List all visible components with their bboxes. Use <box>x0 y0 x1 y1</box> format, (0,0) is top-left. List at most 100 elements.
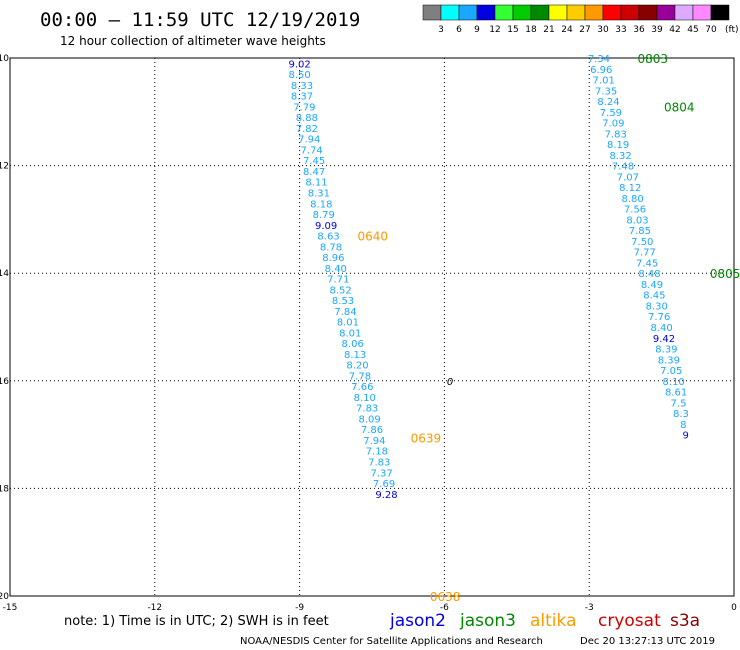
chart-subtitle: 12 hour collection of altimeter wave hei… <box>60 34 326 48</box>
colorbar-label: 6 <box>456 25 462 35</box>
colorbar-swatch <box>710 4 730 21</box>
pass-labels: 0640 0639 0638 0803 0804 0805 <box>358 52 740 604</box>
legend-altika: altika <box>530 611 577 631</box>
wave-height-point: 8.40 <box>325 264 347 275</box>
colorbar-swatch <box>458 4 478 21</box>
legend-s3a: s3a <box>670 611 700 631</box>
colorbar-label: 30 <box>597 25 609 35</box>
data-points: 9.028.508.338.377.798.887.827.947.747.45… <box>288 54 688 501</box>
y-tick-label: -16 <box>0 377 9 387</box>
wave-height-point: 8.10 <box>663 377 685 388</box>
wave-height-point: 8.78 <box>320 242 342 253</box>
pass-label: 0640 <box>358 230 389 244</box>
color-scale-legend: 3 6 9 12 15 18 21 24 27 30 33 36 39 42 45 70 (ft) <box>422 4 739 35</box>
wave-height-point: 7.37 <box>371 468 393 479</box>
annotation-text: 0 <box>447 377 453 388</box>
colorbar-swatch <box>512 4 532 21</box>
wave-height-point: 7.78 <box>349 371 371 382</box>
wave-height-point: 7.5 <box>671 398 687 409</box>
wave-height-point: 8.01 <box>339 328 361 339</box>
wave-height-point: 8.32 <box>609 151 631 162</box>
wave-height-point: 8.50 <box>288 70 310 81</box>
wave-height-point: 8.63 <box>317 232 339 243</box>
wave-height-point: 8.20 <box>346 361 368 372</box>
wave-height-point: 8.12 <box>619 183 641 194</box>
grid-lines <box>10 58 734 596</box>
wave-height-point: 7.77 <box>634 248 656 259</box>
wave-height-point: 8.31 <box>308 189 330 200</box>
wave-height-point: 8.11 <box>305 178 327 189</box>
colorbar-label: 70 <box>705 25 717 35</box>
wave-height-point: 8.13 <box>344 350 366 361</box>
colorbar-swatch <box>602 4 622 21</box>
colorbar-swatch <box>440 4 460 21</box>
wave-height-point: 8.39 <box>658 355 680 366</box>
colorbar-swatch <box>548 4 568 21</box>
colorbar-swatch <box>566 4 586 21</box>
colorbar-label: 9 <box>474 25 480 35</box>
pass-label: 0638 <box>430 590 461 604</box>
wave-height-point: 9 <box>683 431 689 442</box>
x-tick-label: -12 <box>147 603 162 613</box>
wave-height-point: 8.80 <box>622 194 644 205</box>
footer-note: note: 1) Time is in UTC; 2) SWH is in fe… <box>64 614 329 629</box>
wave-height-point: 7.69 <box>373 479 395 490</box>
y-tick-label: -18 <box>0 484 9 494</box>
wave-height-point: 7.34 <box>588 54 610 65</box>
colorbar-swatch <box>656 4 676 21</box>
chart-title: 00:00 – 11:59 UTC 12/19/2019 <box>40 9 360 31</box>
axis-ticks: -15 -12 -9 -6 -3 0 -10 -12 -14 -16 -18 -20 <box>0 54 737 613</box>
wave-height-point: 9.09 <box>315 221 337 232</box>
wave-height-point: 8.33 <box>291 81 313 92</box>
pass-label: 0805 <box>710 267 740 281</box>
wave-height-point: 7.79 <box>293 102 315 113</box>
wave-height-point: 7.45 <box>636 258 658 269</box>
wave-height-point: 8.10 <box>354 393 376 404</box>
colorbar-label: 18 <box>525 25 537 35</box>
wave-height-point: 8 <box>680 420 686 431</box>
colorbar-label: 12 <box>489 25 500 35</box>
wave-height-point: 8.61 <box>665 388 687 399</box>
colorbar-label: 15 <box>507 25 518 35</box>
wave-height-point: 8.24 <box>597 97 619 108</box>
wave-height-point: 8.52 <box>329 285 351 296</box>
wave-height-point: 7.94 <box>363 436 385 447</box>
annotations: 0 <box>447 377 453 388</box>
colorbar-swatch <box>692 4 712 21</box>
wave-height-point: 7.76 <box>648 312 670 323</box>
wave-height-point: 7.71 <box>327 275 349 286</box>
colorbar-label: 33 <box>615 25 626 35</box>
legend-jason3: jason3 <box>459 611 516 631</box>
satellite-legend: jason2 jason3 altika cryosat s3a <box>389 611 700 631</box>
wave-height-point: 8.88 <box>296 113 318 124</box>
wave-height-point: 7.50 <box>631 237 653 248</box>
wave-height-point: 8.01 <box>337 318 359 329</box>
wave-height-point: 9.28 <box>375 490 397 501</box>
wave-height-point: 7.83 <box>356 404 378 415</box>
wave-height-point: 8.06 <box>342 339 364 350</box>
x-tick-label: -15 <box>3 603 18 613</box>
plot-frame <box>9 57 735 597</box>
wave-height-point: 8.96 <box>322 253 344 264</box>
wave-height-point: 8.03 <box>626 215 648 226</box>
wave-height-point: 8.39 <box>655 345 677 356</box>
footer-timestamp: Dec 20 13:27:13 UTC 2019 <box>580 636 715 647</box>
wave-height-point: 8.49 <box>641 280 663 291</box>
wave-height-point: 7.86 <box>361 425 383 436</box>
colorbar-swatch <box>620 4 640 21</box>
wave-height-point: 7.83 <box>368 458 390 469</box>
wave-height-point: 8.48 <box>638 269 660 280</box>
x-tick-label: -3 <box>585 603 594 613</box>
wave-height-point: 7.84 <box>334 307 356 318</box>
wave-height-point: 8.79 <box>313 210 335 221</box>
wave-height-point: 7.59 <box>600 108 622 119</box>
colorbar-swatch <box>584 4 604 21</box>
legend-jason2: jason2 <box>389 611 446 631</box>
wave-height-point: 6.96 <box>590 65 612 76</box>
wave-height-point: 7.48 <box>612 162 634 173</box>
wave-height-point: 7.85 <box>629 226 651 237</box>
y-tick-label: -12 <box>0 162 9 172</box>
pass-label: 0804 <box>664 100 695 114</box>
colorbar-swatch <box>638 4 658 21</box>
